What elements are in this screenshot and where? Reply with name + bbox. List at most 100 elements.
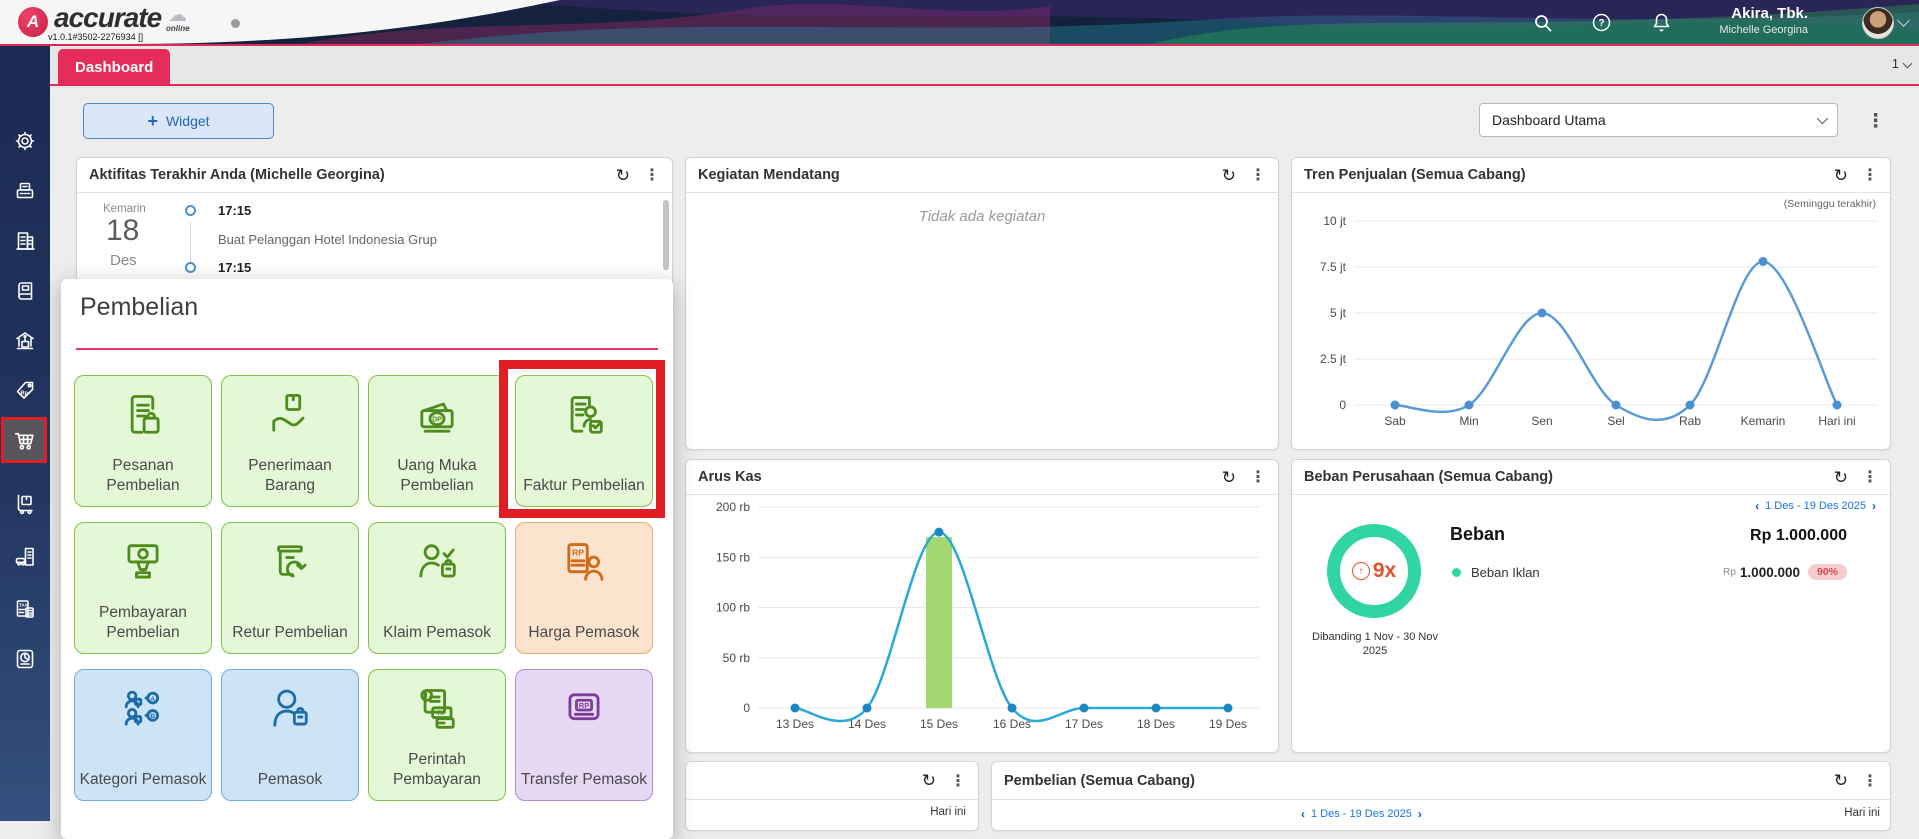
sidebar-item-company-building-icon[interactable]	[0, 221, 50, 261]
sidebar-item-price-tag-rp-icon[interactable]: Rp	[0, 371, 50, 411]
svg-text:200 rb: 200 rb	[716, 500, 750, 514]
notification-bell-icon[interactable]	[1652, 12, 1671, 33]
search-icon[interactable]	[1533, 13, 1553, 33]
tile-label: Klaim Pemasok	[373, 623, 501, 642]
sidebar-item-ledger-book-icon[interactable]	[0, 271, 50, 311]
expense-summary-label: Beban	[1450, 524, 1505, 545]
timeline-day-number: 18	[106, 214, 139, 248]
svg-text:RP: RP	[572, 547, 584, 557]
popup-title-underline	[76, 348, 658, 350]
dashboard-select[interactable]: Dashboard Utama	[1479, 103, 1838, 137]
sidebar-item-tax-documents-icon[interactable]: TAX	[0, 589, 50, 629]
add-widget-label: Widget	[166, 113, 210, 129]
supplier-claim-icon	[411, 537, 463, 589]
svg-text:13 Des: 13 Des	[776, 717, 814, 731]
app-version: v1.0.1#3502-2276934 []	[48, 32, 143, 42]
widget-header: Kegiatan Mendatang ↻ ⋮	[686, 158, 1278, 193]
footer-label: Hari ini	[1844, 807, 1880, 819]
sidebar-item-cash-register-icon[interactable]	[0, 171, 50, 211]
sidebar-item-pie-report-icon[interactable]	[0, 639, 50, 679]
date-range-control[interactable]: ‹ 1 Des - 19 Des 2025 ›	[1301, 807, 1422, 821]
tile-pesanan-pembelian[interactable]: Pesanan Pembelian	[74, 375, 212, 507]
tile-pemasok[interactable]: Pemasok	[221, 669, 359, 801]
tab-dashboard[interactable]: Dashboard	[58, 49, 170, 85]
svg-text:19 Des: 19 Des	[1209, 717, 1247, 731]
tile-klaim-pemasok[interactable]: Klaim Pemasok	[368, 522, 506, 654]
prev-range-icon[interactable]: ‹	[1755, 499, 1759, 513]
tile-transfer-pemasok[interactable]: RP Transfer Pemasok	[515, 669, 653, 801]
refresh-icon[interactable]: ↻	[1222, 167, 1236, 184]
chevron-down-icon	[1817, 113, 1828, 124]
kebab-menu-icon[interactable]: ⋮	[1250, 165, 1266, 185]
add-widget-button[interactable]: + Widget	[83, 103, 274, 139]
svg-text:?: ?	[1598, 18, 1604, 29]
svg-text:17 Des: 17 Des	[1065, 717, 1103, 731]
widget-arus-kas: Arus Kas ↻ ⋮ 200 rb150 rb100 rb50 rb013 …	[685, 459, 1279, 753]
tile-retur-pembelian[interactable]: Retur Pembelian	[221, 522, 359, 654]
svg-text:7.5 jt: 7.5 jt	[1320, 260, 1347, 274]
prev-range-icon[interactable]: ‹	[1301, 807, 1305, 821]
tile-label: Perintah Pembayaran	[373, 750, 501, 789]
sidebar-item-fleet-building-icon[interactable]	[0, 537, 50, 577]
down-payment-icon: DP	[411, 390, 463, 442]
tile-label: Kategori Pemasok	[79, 770, 207, 789]
legend-dot	[1452, 568, 1461, 577]
sidebar-item-shopping-cart-icon[interactable]	[1, 417, 47, 463]
empty-state-text: Tidak ada kegiatan	[686, 208, 1278, 225]
tile-pembayaran-pembelian[interactable]: Pembayaran Pembelian	[74, 522, 212, 654]
toolbar-kebab-menu[interactable]: ⋮	[1866, 110, 1885, 133]
sidebar-item-hand-truck-icon[interactable]	[0, 484, 50, 524]
refresh-icon[interactable]: ↻	[1834, 772, 1848, 789]
kebab-menu-icon[interactable]: ⋮	[1862, 771, 1878, 791]
svg-text:DP: DP	[432, 416, 442, 423]
next-range-icon[interactable]: ›	[1872, 499, 1876, 513]
refresh-icon[interactable]: ↻	[1834, 469, 1848, 486]
svg-text:Kemarin: Kemarin	[1741, 414, 1786, 428]
svg-text:18 Des: 18 Des	[1137, 717, 1175, 731]
scrollbar-thumb[interactable]	[663, 200, 669, 270]
expense-summary-value: Rp 1.000.000	[1750, 527, 1847, 545]
tile-kategori-pemasok[interactable]: A B Kategori Pemasok	[74, 669, 212, 801]
kebab-menu-icon[interactable]: ⋮	[644, 165, 660, 185]
expense-row[interactable]: Beban Iklan Rp 1.000.000 90%	[1452, 564, 1847, 580]
tile-penerimaan-barang[interactable]: Penerimaan Barang	[221, 375, 359, 507]
up-arrow-icon: ↑	[1352, 562, 1370, 580]
timeline-entry-text[interactable]: Buat Pelanggan Hotel Indonesia Grup	[218, 232, 437, 247]
refresh-icon[interactable]: ↻	[1222, 469, 1236, 486]
help-icon[interactable]: ?	[1592, 13, 1611, 32]
tile-faktur-pembelian[interactable]: Faktur Pembelian	[515, 375, 653, 507]
user-menu[interactable]: Akira, Tbk. Michelle Georgina	[1690, 5, 1808, 38]
widget-tren-penjualan: Tren Penjualan (Semua Cabang) ↻ ⋮ (Semin…	[1291, 157, 1891, 450]
plus-icon: +	[147, 112, 158, 130]
tile-uang-muka-pembelian[interactable]: DP Uang Muka Pembelian	[368, 375, 506, 507]
tile-harga-pemasok[interactable]: RP Harga Pemasok	[515, 522, 653, 654]
refresh-icon[interactable]: ↻	[616, 167, 630, 184]
svg-text:10 jt: 10 jt	[1323, 214, 1346, 228]
user-name: Michelle Georgina	[1690, 24, 1808, 38]
tile-label: Pemasok	[226, 770, 354, 789]
avatar[interactable]	[1862, 7, 1894, 39]
refresh-icon[interactable]: ↻	[922, 772, 936, 789]
widget-title: Pembelian (Semua Cabang)	[1004, 773, 1195, 789]
kebab-menu-icon[interactable]: ⋮	[950, 771, 966, 791]
date-range-control[interactable]: ‹ 1 Des - 19 Des 2025 ›	[1755, 499, 1876, 513]
kebab-menu-icon[interactable]: ⋮	[1862, 165, 1878, 185]
next-range-icon[interactable]: ›	[1418, 807, 1422, 821]
expense-row-badge: 90%	[1808, 564, 1847, 580]
expense-row-label: Beban Iklan	[1471, 565, 1540, 580]
tile-perintah-pembayaran[interactable]: ! RP Perintah Pembayaran	[368, 669, 506, 801]
pembelian-menu-popup: Pembelian Pesanan Pembelian Penerimaan B…	[61, 279, 673, 839]
tab-dashboard-label: Dashboard	[75, 59, 153, 76]
svg-text:15 Des: 15 Des	[920, 717, 958, 731]
payment-order-icon: ! RP	[411, 684, 463, 736]
company-name: Akira, Tbk.	[1690, 5, 1808, 24]
svg-text:0: 0	[1339, 398, 1346, 412]
kebab-menu-icon[interactable]: ⋮	[1250, 467, 1266, 487]
sidebar-item-settings-gear-icon[interactable]	[0, 121, 50, 161]
refresh-icon[interactable]: ↻	[1834, 167, 1848, 184]
sidebar-item-bank-building-icon[interactable]	[0, 321, 50, 361]
header-wave-art	[0, 0, 1919, 44]
kebab-menu-icon[interactable]: ⋮	[1862, 467, 1878, 487]
accurate-logo-icon[interactable]: A	[18, 7, 48, 37]
page-indicator[interactable]: 1	[1892, 56, 1911, 71]
